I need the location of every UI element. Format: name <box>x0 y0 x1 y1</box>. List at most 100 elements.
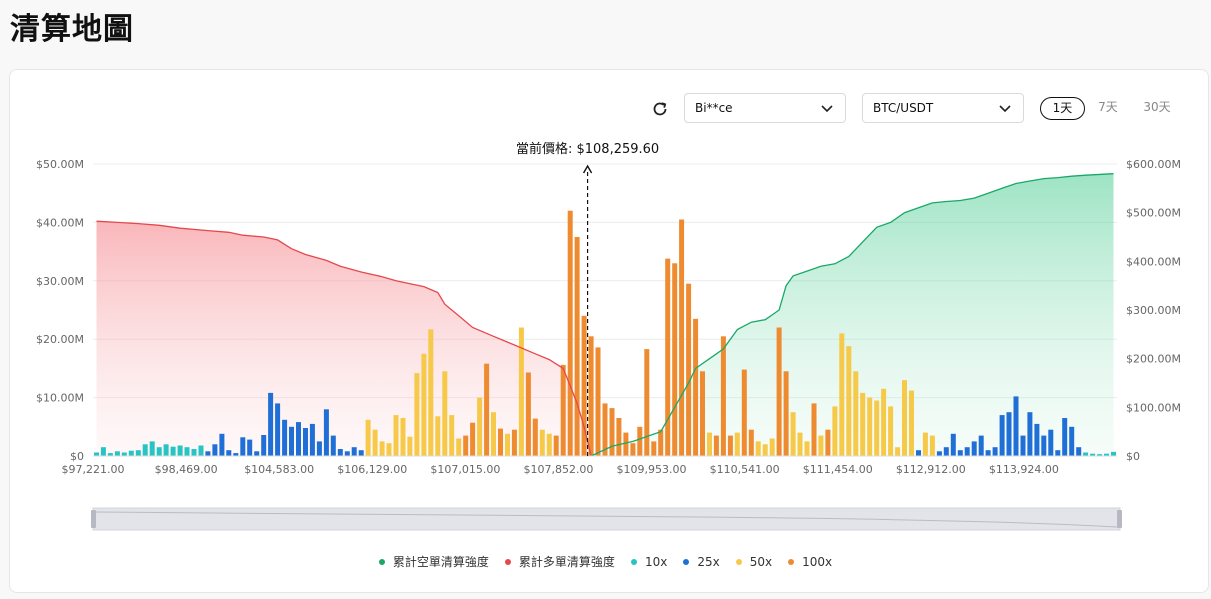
bar-50x <box>442 371 448 456</box>
bar-50x <box>895 447 901 456</box>
bar-100x <box>588 336 594 456</box>
bar-100x <box>553 435 559 456</box>
x-axis-tick-label: $107,015.00 <box>430 463 500 476</box>
bar-10x <box>170 446 176 456</box>
bar-50x <box>846 346 852 456</box>
bar-25x <box>936 451 942 456</box>
legend-item-short-cum[interactable]: 累計空單清算強度 <box>378 553 489 570</box>
bar-100x <box>532 418 538 456</box>
bar-100x <box>525 372 531 456</box>
bar-25x <box>943 447 949 456</box>
bar-50x <box>797 432 803 456</box>
long-cum-line <box>96 220 592 457</box>
bar-100x <box>665 258 671 456</box>
bar-25x <box>247 439 253 456</box>
legend-label: 10x <box>644 554 668 569</box>
right-axis-tick-label: $300.00M <box>1126 304 1181 317</box>
bar-50x <box>762 444 768 456</box>
bar-100x <box>609 408 615 456</box>
bar-25x <box>1048 429 1054 456</box>
refresh-icon[interactable] <box>650 99 670 119</box>
bar-25x <box>344 451 350 456</box>
legend-label: 累計空單清算強度 <box>392 555 489 569</box>
bar-10x <box>184 447 190 456</box>
bar-25x <box>971 441 977 456</box>
bar-50x <box>407 436 413 456</box>
bar-10x <box>1090 453 1096 456</box>
bar-50x <box>769 438 775 456</box>
bar-25x <box>268 392 274 456</box>
bar-25x <box>1034 423 1040 456</box>
bar-100x <box>825 429 831 456</box>
long-cum-area <box>96 221 592 456</box>
bar-50x <box>546 433 552 456</box>
bar-50x <box>379 441 385 456</box>
bar-25x <box>219 433 225 456</box>
right-axis-tick-label: $200.00M <box>1126 353 1181 366</box>
bar-25x <box>254 451 260 456</box>
arrow-up-icon <box>582 164 593 174</box>
bar-50x <box>428 329 434 456</box>
bar-50x <box>860 392 866 456</box>
short-cum-line <box>590 173 1114 457</box>
bar-25x <box>1013 396 1019 456</box>
bar-50x <box>755 441 761 456</box>
right-axis-tick-label: $400.00M <box>1126 255 1181 268</box>
bar-10x <box>177 445 183 456</box>
x-axis-tick-label: $107,852.00 <box>523 463 593 476</box>
x-axis-tick-label: $113,924.00 <box>989 463 1059 476</box>
bar-25x <box>1020 435 1026 456</box>
bar-25x <box>309 423 315 456</box>
bar-50x <box>839 333 845 456</box>
right-axis-tick-label: $500.00M <box>1126 207 1181 220</box>
exchange-select[interactable]: Bi**ce <box>684 93 846 123</box>
legend-item-100x[interactable]: 100x <box>788 553 832 570</box>
bar-25x <box>1062 418 1068 456</box>
bar-100x <box>637 426 643 456</box>
bar-50x <box>818 435 824 456</box>
x-axis-tick-label: $112,912.00 <box>896 463 966 476</box>
exchange-select-value: Bi**ce <box>695 101 733 115</box>
x-axis-tick-label: $97,221.00 <box>62 463 125 476</box>
x-axis-tick-label: $110,541.00 <box>710 463 780 476</box>
zoom-handle-left <box>91 510 96 528</box>
legend-item-50x[interactable]: 50x <box>735 553 772 570</box>
bar-100x <box>470 422 476 456</box>
bar-25x <box>275 403 281 456</box>
chevron-down-icon <box>999 105 1011 113</box>
bar-25x <box>964 447 970 456</box>
legend-dot <box>788 558 795 565</box>
legend-dot <box>378 558 385 565</box>
timeframe-1d-button[interactable]: 1天 <box>1040 97 1085 120</box>
left-axis-tick-label: $30.00M <box>36 275 84 288</box>
bar-50x <box>804 441 810 456</box>
timeframe-7d-button[interactable]: 7天 <box>1098 100 1118 114</box>
current-price-label: 當前價格: $108,259.60 <box>516 141 659 157</box>
bar-25x <box>337 449 343 456</box>
bar-100x <box>602 403 608 456</box>
legend-item-25x[interactable]: 25x <box>683 553 720 570</box>
legend-item-long-cum[interactable]: 累計多單清算強度 <box>504 553 615 570</box>
bar-50x <box>902 380 907 456</box>
pair-select[interactable]: BTC/USDT <box>862 93 1024 123</box>
x-axis-tick-label: $104,583.00 <box>244 463 314 476</box>
bar-100x <box>658 429 664 456</box>
bar-25x <box>330 435 336 456</box>
bar-25x <box>978 435 984 456</box>
bar-25x <box>358 450 364 456</box>
bar-50x <box>456 438 462 456</box>
zoom-slider-preview <box>94 511 1118 528</box>
timeframe-30d-button[interactable]: 30天 <box>1143 100 1171 114</box>
legend-item-10x[interactable]: 10x <box>630 553 668 570</box>
bar-50x <box>518 327 524 456</box>
bar-25x <box>289 426 294 456</box>
right-axis-tick-label: $600.00M <box>1126 158 1181 171</box>
bar-100x <box>511 429 517 456</box>
bar-10x <box>114 451 120 456</box>
bar-100x <box>581 315 587 456</box>
bar-50x <box>929 435 935 456</box>
bar-100x <box>616 418 622 456</box>
bar-100x <box>783 371 789 456</box>
bar-25x <box>316 441 322 456</box>
